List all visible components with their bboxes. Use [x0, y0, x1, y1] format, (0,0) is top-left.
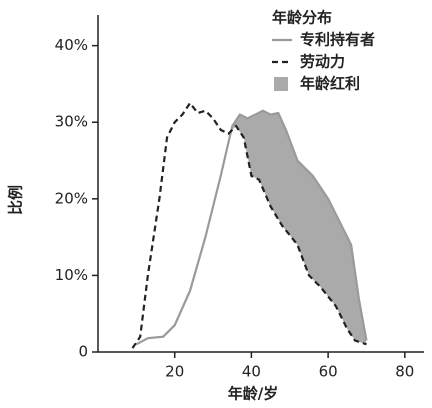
x-tick-label: 40	[242, 363, 261, 381]
series-line	[131, 101, 367, 349]
legend-label: 专利持有者	[300, 31, 375, 49]
y-tick-label: 10%	[55, 266, 88, 284]
legend-label: 年龄红利	[300, 75, 360, 93]
y-axis-label: 比例	[7, 185, 25, 215]
x-tick-label: 20	[165, 363, 184, 381]
legend-label: 劳动力	[300, 53, 345, 71]
x-tick-label: 60	[319, 363, 338, 381]
legend-swatch	[274, 77, 288, 91]
y-tick-label: 0	[78, 343, 88, 361]
x-tick-label: 80	[395, 363, 414, 381]
y-tick-label: 30%	[55, 113, 88, 131]
x-axis-label: 年龄/岁	[228, 385, 278, 403]
series-line	[135, 109, 368, 346]
y-tick-label: 40%	[55, 36, 88, 54]
y-tick-label: 20%	[55, 189, 88, 207]
legend-title: 年龄分布	[272, 9, 332, 27]
dividend-area	[231, 110, 367, 345]
